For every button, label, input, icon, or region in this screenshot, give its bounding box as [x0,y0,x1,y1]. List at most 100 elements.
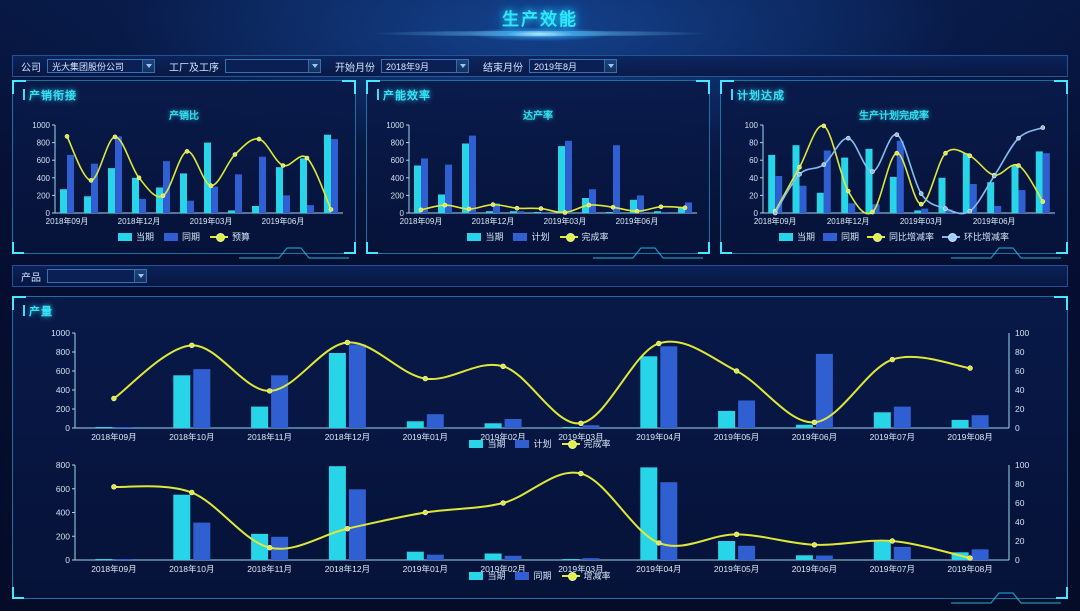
svg-text:200: 200 [391,191,405,200]
svg-text:100: 100 [745,121,759,130]
svg-text:2019年04月: 2019年04月 [636,432,681,442]
chart-chan-xiao-bi[interactable]: 0 200 400 600 800 1000 2018年09月 2018年12月 2019年03… [13,119,357,229]
legend-label: 完成率 [583,439,611,449]
legend-item-current[interactable]: 当期 [778,230,815,243]
chevron-down-icon[interactable] [456,60,468,72]
legend-swatch-current [467,232,482,241]
legend-item-current[interactable]: 当期 [117,230,154,243]
chevron-down-icon[interactable] [604,60,616,72]
product-label: 产品 [21,272,41,284]
chevron-down-icon[interactable] [142,60,154,72]
svg-text:2019年08月: 2019年08月 [947,564,992,574]
plant-select[interactable] [225,59,321,73]
svg-text:400: 400 [391,174,405,183]
legend-label: 计划 [531,232,550,242]
svg-text:2019年06月: 2019年06月 [262,216,305,226]
plant-label: 工厂及工序 [169,62,219,74]
legend-item-yoy[interactable]: 同比增减率 [867,230,934,243]
svg-text:20: 20 [1015,536,1025,546]
svg-text:2018年12月: 2018年12月 [325,432,370,442]
legend-item-plan[interactable]: 计划 [515,437,552,450]
svg-text:400: 400 [37,174,51,183]
legend-item-current[interactable]: 当期 [469,569,505,582]
chart-da-chan-lv[interactable]: 0 200 400 600 800 1000 2018年09月 2018年12月 2019年03… [367,119,711,229]
panel-title-3: 计划达成 [731,87,785,103]
legend-label: 同比增减率 [889,232,935,242]
end-month-select[interactable]: 2019年8月 [529,59,617,73]
legend-item-mom[interactable]: 环比增减率 [942,230,1009,243]
svg-text:1000: 1000 [51,328,70,338]
svg-text:2019年03月: 2019年03月 [190,216,233,226]
svg-text:2018年12月: 2018年12月 [325,564,370,574]
legend-item-current[interactable]: 当期 [467,230,503,243]
legend-swatch-line [561,439,580,449]
chart-title-1: 产销比 [169,111,199,122]
svg-text:100: 100 [1015,328,1029,338]
panel-title-1: 产销衔接 [23,87,77,103]
svg-text:2019年08月: 2019年08月 [947,432,992,442]
svg-text:600: 600 [391,156,405,165]
panel-chan-neng-xiao-lv: 产能效率 达产率 0 200 400 600 800 1000 2018年09月 2018年1… [366,80,711,259]
svg-text:2019年05月: 2019年05月 [714,564,759,574]
svg-text:400: 400 [56,385,70,395]
svg-text:80: 80 [1015,479,1025,489]
legend-item-plan[interactable]: 计划 [513,230,550,243]
legend-item-rate[interactable]: 完成率 [561,437,611,450]
header-glow [470,27,610,41]
svg-text:2019年07月: 2019年07月 [870,432,915,442]
svg-text:800: 800 [391,139,405,148]
svg-text:600: 600 [37,156,51,165]
panel-chan-xiao-xian-jie: 产销衔接 产销比 0 200 400 600 800 1000 2018年09月 2018年1… [12,80,357,259]
svg-text:0: 0 [1015,423,1020,433]
chevron-down-icon[interactable] [308,60,320,72]
svg-text:400: 400 [56,508,70,518]
panel-bump-decoration [593,247,703,259]
legend-label: 当期 [135,232,154,242]
svg-text:2018年11月: 2018年11月 [247,432,292,442]
svg-text:2018年09月: 2018年09月 [91,564,136,574]
svg-text:2019年06月: 2019年06月 [616,216,659,226]
svg-text:0: 0 [1015,555,1020,565]
svg-text:2019年06月: 2019年06月 [973,216,1016,226]
legend-item-compare[interactable]: 同期 [163,230,200,243]
svg-text:2019年01月: 2019年01月 [403,432,448,442]
chevron-down-icon[interactable] [134,270,146,282]
svg-text:800: 800 [56,347,70,357]
svg-text:2018年10月: 2018年10月 [169,564,214,574]
panel-bump-decoration [239,247,349,259]
svg-text:0: 0 [400,209,405,218]
start-month-select[interactable]: 2018年9月 [381,59,469,73]
legend-item-rate[interactable]: 完成率 [559,230,609,243]
legend-item-current[interactable]: 当期 [469,437,505,450]
chart-chan-liang-wancheng[interactable]: 0 200 400 600 800 1000 0 20 40 60 80 100 2018年09月 201… [13,323,1069,448]
legend-label: 当期 [485,232,504,242]
svg-text:2019年03月: 2019年03月 [558,564,603,574]
legend-item-budget[interactable]: 预算 [210,230,250,243]
svg-text:40: 40 [1015,517,1025,527]
legend-label: 同期 [181,232,200,242]
company-select[interactable]: 光大集团股份公司 [47,59,155,73]
end-month-label: 结束月份 [483,62,523,74]
svg-text:80: 80 [749,139,758,148]
svg-text:0: 0 [65,555,70,565]
legend-item-rate[interactable]: 增减率 [561,569,611,582]
svg-text:1000: 1000 [32,121,50,130]
legend-swatch-line [867,232,885,242]
svg-text:600: 600 [56,484,70,494]
legend-2: 当期 计划 完成率 [367,230,709,243]
legend-item-compare[interactable]: 同期 [515,569,552,582]
chart-title-3: 生产计划完成率 [859,111,929,122]
legend-item-compare[interactable]: 同期 [822,230,859,243]
company-label: 公司 [21,62,41,74]
legend-4: 当期 计划 完成率 [13,437,1067,450]
svg-text:60: 60 [1015,498,1025,508]
product-select[interactable] [47,269,147,283]
svg-text:2019年02月: 2019年02月 [480,564,525,574]
chart-sheng-chan-ji-hua[interactable]: 0 20 40 60 80 100 2018年09月 2018年12月 2019年03月 2019… [721,119,1069,229]
svg-text:20: 20 [749,191,758,200]
svg-text:2019年05月: 2019年05月 [714,432,759,442]
svg-text:100: 100 [1015,460,1029,470]
svg-text:0: 0 [46,209,51,218]
chart-chan-liang-zengjian[interactable]: 0 200 400 600 800 0 20 40 60 80 100 2018年09月 2018年10… [13,455,1069,580]
